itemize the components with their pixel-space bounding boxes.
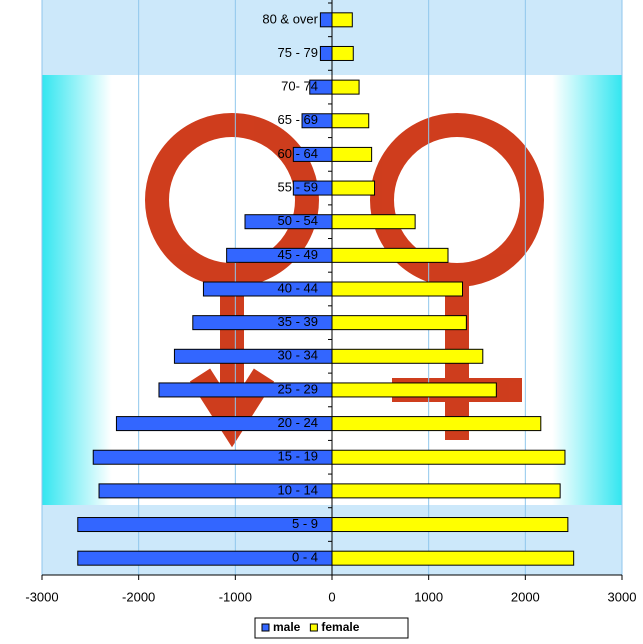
y-tick-label: 35 - 39 xyxy=(278,314,318,329)
y-tick-label: 75 - 79 xyxy=(278,45,318,60)
bar xyxy=(331,449,566,465)
x-tick-label: -3000 xyxy=(25,589,58,604)
bar xyxy=(331,348,484,364)
y-tick-label: 50 - 54 xyxy=(278,213,318,228)
bar xyxy=(331,113,370,129)
y-tick-label: 60 - 64 xyxy=(278,146,318,161)
bar xyxy=(331,281,463,297)
legend-swatch xyxy=(309,623,318,632)
legend-swatch xyxy=(261,623,270,632)
y-tick-label: 55 - 59 xyxy=(278,179,318,194)
legend-label: male xyxy=(273,620,301,634)
bar xyxy=(319,12,333,28)
bar xyxy=(331,247,449,263)
y-tick-label: 80 & over xyxy=(262,11,318,26)
y-tick-label: 40 - 44 xyxy=(278,280,318,295)
bar xyxy=(319,45,333,61)
y-tick-label: 30 - 34 xyxy=(278,348,318,363)
y-tick-label: 10 - 14 xyxy=(278,482,318,497)
x-tick-label: 3000 xyxy=(608,589,637,604)
bar xyxy=(331,315,467,331)
bar xyxy=(331,79,360,95)
bar xyxy=(331,382,497,398)
y-tick-label: 20 - 24 xyxy=(278,415,318,430)
y-tick-label: 25 - 29 xyxy=(278,381,318,396)
legend xyxy=(254,617,409,639)
bar xyxy=(331,180,376,196)
bar xyxy=(331,550,575,566)
bar xyxy=(331,45,354,61)
bar xyxy=(331,517,569,533)
x-tick-label: 0 xyxy=(328,589,335,604)
y-tick-label: 0 - 4 xyxy=(292,550,318,565)
legend-label: female xyxy=(321,620,359,634)
x-tick-label: -2000 xyxy=(122,589,155,604)
y-tick-label: 45 - 49 xyxy=(278,247,318,262)
bar xyxy=(331,146,373,162)
y-tick-label: 70- 74 xyxy=(281,79,318,94)
bar xyxy=(331,12,353,28)
y-tick-label: 15 - 19 xyxy=(278,449,318,464)
bar xyxy=(331,416,542,432)
x-tick-label: -1000 xyxy=(219,589,252,604)
bar xyxy=(331,483,561,499)
x-tick-label: 1000 xyxy=(414,589,443,604)
x-tick-label: 2000 xyxy=(511,589,540,604)
bar xyxy=(331,214,416,230)
y-tick-label: 65 - 69 xyxy=(278,112,318,127)
y-tick-label: 5 - 9 xyxy=(292,516,318,531)
